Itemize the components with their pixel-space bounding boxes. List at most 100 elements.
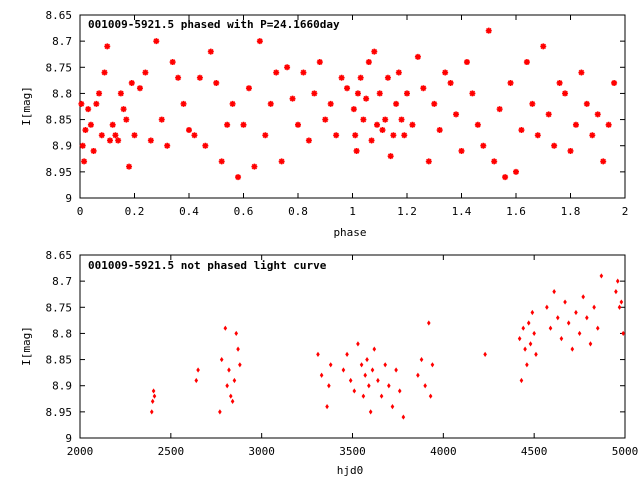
phased-data-point — [469, 90, 476, 97]
phased-data-point — [123, 116, 130, 123]
unphased-data-point — [194, 377, 199, 384]
phased-data-point — [85, 106, 92, 113]
phased-x-tick-label: 0.8 — [288, 205, 308, 218]
phased-data-point — [594, 111, 601, 118]
phased-data-point — [327, 100, 334, 107]
unphased-data-point — [416, 372, 420, 378]
phased-x-tick-label: 1.8 — [561, 205, 581, 218]
unphased-data-point — [427, 320, 431, 326]
unphased-data-point — [548, 325, 553, 331]
unphased-data-point — [370, 367, 375, 373]
phased-data-point — [79, 142, 86, 149]
phased-data-point — [572, 121, 579, 128]
unphased-data-point — [517, 336, 522, 342]
phased-data-point — [398, 116, 405, 123]
phased-y-tick-label: 8.85 — [46, 114, 73, 127]
unphased-data-point — [615, 278, 620, 284]
phased-data-point — [414, 53, 421, 60]
unphased-data-point — [552, 289, 556, 295]
phased-data-point — [365, 59, 372, 66]
unphased-y-tick-label: 8.65 — [46, 249, 73, 262]
phased-data-point — [295, 121, 301, 128]
phased-data-point — [322, 116, 329, 123]
unphased-data-point — [532, 330, 536, 337]
phased-data-point — [278, 158, 285, 165]
unphased-data-point — [423, 383, 427, 389]
unphased-plot-title: 001009-5921.5 not phased light curve — [88, 259, 327, 272]
phased-data-point — [458, 147, 465, 154]
phased-y-tick-label: 8.65 — [46, 9, 73, 22]
unphased-data-point — [227, 367, 231, 373]
phased-data-point — [384, 74, 391, 81]
phased-data-point — [262, 132, 269, 139]
unphased-y-tick-label: 8.75 — [46, 301, 73, 314]
phased-data-point — [556, 79, 563, 86]
unphased-data-point — [519, 377, 524, 384]
phased-data-point — [363, 95, 370, 102]
unphased-data-point — [356, 341, 360, 347]
phased-data-point — [218, 158, 225, 165]
phased-data-point — [551, 142, 558, 149]
phased-data-point — [442, 69, 449, 76]
phased-data-point — [164, 142, 171, 149]
phased-data-point — [169, 59, 176, 66]
phased-x-tick-label: 1.6 — [506, 205, 526, 218]
phased-data-point — [136, 85, 143, 92]
phased-data-point — [507, 79, 514, 86]
unphased-y-tick-label: 8.8 — [52, 327, 72, 340]
unphased-data-point — [234, 330, 239, 337]
unphased-data-point — [525, 362, 529, 368]
phased-data-point — [485, 27, 492, 34]
unphased-data-point — [319, 372, 324, 378]
unphased-data-point — [345, 351, 349, 357]
unphased-data-point — [390, 404, 395, 410]
unphased-x-tick-label: 4000 — [430, 445, 457, 458]
unphased-data-point — [528, 341, 533, 347]
unphased-x-axis-label: hjd0 — [337, 464, 364, 477]
unphased-data-point — [236, 346, 240, 352]
phased-data-point — [333, 132, 340, 139]
unphased-data-point — [365, 356, 369, 363]
unphased-x-tick-label: 3500 — [339, 445, 366, 458]
phased-data-point — [390, 132, 397, 139]
unphased-data-point — [223, 325, 228, 331]
unphased-data-point — [361, 393, 366, 399]
phased-data-point — [289, 95, 296, 102]
phased-data-point — [352, 132, 359, 139]
unphased-data-point — [534, 351, 538, 357]
unphased-data-point — [328, 362, 333, 368]
phased-data-point — [436, 127, 443, 134]
phased-data-point — [96, 90, 103, 97]
phased-data-point — [196, 74, 203, 81]
unphased-x-tick-label: 5000 — [612, 445, 639, 458]
unphased-data-point — [232, 377, 237, 384]
unphased-data-point — [152, 393, 157, 399]
phased-data-point — [491, 158, 498, 165]
unphased-panel: 001009-5921.5 not phased light curve hjd… — [20, 249, 638, 477]
phased-data-point — [463, 59, 470, 66]
phased-data-point — [545, 111, 552, 118]
unphased-data-point — [359, 362, 364, 368]
phased-data-point — [245, 85, 252, 92]
unphased-data-point — [619, 299, 624, 305]
phased-data-point — [496, 106, 503, 113]
unphased-y-tick-label: 8.7 — [52, 275, 72, 288]
phased-plot-title: 001009-5921.5 phased with P=24.1660day — [88, 18, 340, 31]
phased-y-tick-label: 8.95 — [46, 166, 73, 179]
unphased-data-point — [372, 346, 377, 352]
unphased-data-point — [581, 294, 586, 300]
phased-data-point — [256, 38, 263, 45]
unphased-data-point — [599, 273, 604, 279]
phased-y-tick-label: 8.75 — [46, 61, 73, 74]
unphased-x-tick-label: 4500 — [521, 445, 548, 458]
unphased-data-point — [394, 367, 398, 373]
phased-x-tick-label: 0.6 — [234, 205, 254, 218]
phased-x-tick-label: 1.4 — [452, 205, 472, 218]
phased-data-point — [120, 106, 127, 113]
phased-data-point — [357, 74, 364, 81]
phased-data-point — [387, 153, 394, 160]
phased-data-point — [90, 147, 97, 154]
phased-data-point — [354, 90, 361, 97]
phased-data-point — [207, 48, 214, 55]
phased-data-point — [82, 127, 89, 134]
